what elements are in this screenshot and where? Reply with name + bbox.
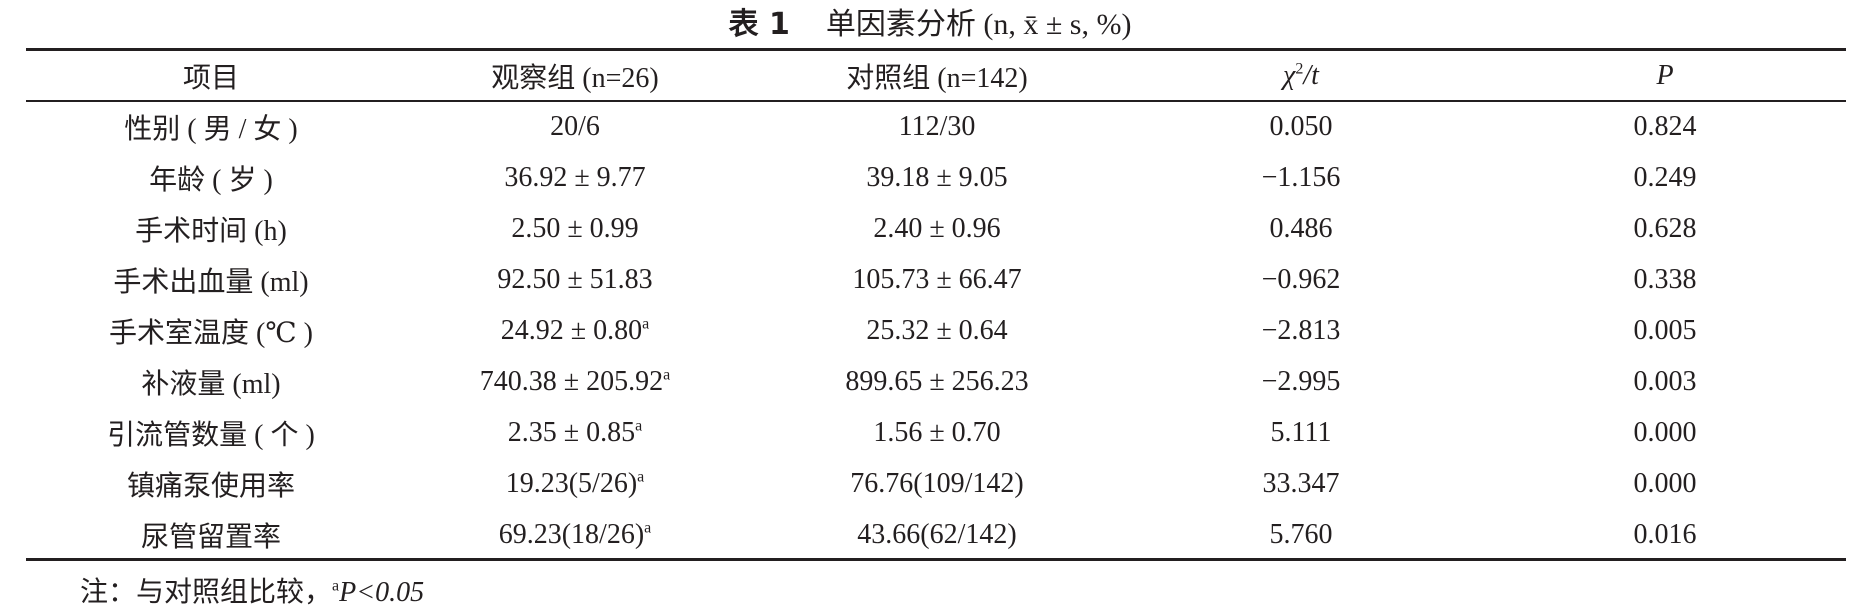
table-cell: 2.50 ± 0.99: [511, 213, 639, 244]
table-label: 表 1: [728, 7, 790, 42]
cell-text: 69.23(18/26): [498, 519, 645, 550]
table-cell: 尿管留置率: [140, 522, 282, 553]
table-cell: 20/6: [550, 111, 600, 142]
table-cell: 引流管数量 ( 个 ): [107, 420, 315, 451]
cell-sup: a: [635, 417, 643, 435]
table-cell: 92.50 ± 51.83: [497, 264, 653, 295]
table-cell: 0.000: [1633, 417, 1697, 448]
table-cell: 740.38 ± 205.92a: [480, 366, 670, 398]
cell-text: 19.23(5/26): [505, 468, 638, 499]
table-cell: 112/30: [898, 111, 976, 142]
table-cell: 39.18 ± 9.05: [866, 162, 1008, 193]
title-params: (n, x̄ ± s, %): [983, 8, 1132, 41]
table-cell: 0.050: [1269, 111, 1333, 142]
cell-sup: a: [642, 315, 650, 333]
table-cell: −1.156: [1261, 162, 1341, 193]
table-cell: 0.016: [1633, 519, 1697, 550]
table-cell: 2.40 ± 0.96: [873, 213, 1001, 244]
footnote-suffix: P<0.05: [339, 577, 425, 608]
table-cell: 手术室温度 (℃ ): [109, 318, 313, 349]
column-header: P: [1656, 60, 1674, 91]
bottom-rule: [26, 558, 1846, 561]
cell-text: 740.38 ± 205.92: [479, 366, 664, 397]
table-cell: 1.56 ± 0.70: [873, 417, 1001, 448]
table-title: 表 1 单因素分析 (n, x̄ ± s, %): [729, 0, 1132, 43]
table-cell: 0.249: [1633, 162, 1697, 193]
cell-sup: a: [663, 366, 671, 384]
table-cell: 0.000: [1633, 468, 1697, 499]
cell-sup: a: [637, 468, 645, 486]
table-cell: 43.66(62/142): [857, 519, 1017, 550]
table-cell: 899.65 ± 256.23: [845, 366, 1029, 397]
cell-sup: a: [644, 519, 652, 537]
column-header: 观察组 (n=26): [491, 63, 659, 94]
cell-tail: /t: [1303, 60, 1319, 91]
table-cell: 25.32 ± 0.64: [866, 315, 1008, 346]
footnote-sup: a: [332, 577, 340, 595]
table-cell: −2.813: [1261, 315, 1341, 346]
top-rule: [26, 48, 1846, 51]
table-cell: 33.347: [1262, 468, 1340, 499]
table-cell: 0.003: [1633, 366, 1697, 397]
table-cell: 5.111: [1270, 417, 1332, 448]
table-cell: 0.486: [1269, 213, 1333, 244]
table-cell: 0.824: [1633, 111, 1697, 142]
table-cell: 年龄 ( 岁 ): [149, 165, 273, 196]
table-cell: 2.35 ± 0.85a: [508, 417, 642, 449]
table-cell: 0.005: [1633, 315, 1697, 346]
table-cell: −2.995: [1261, 366, 1341, 397]
table-cell: 19.23(5/26)a: [506, 468, 645, 500]
cell-text: 2.35 ± 0.85: [507, 417, 636, 448]
column-header: 对照组 (n=142): [846, 63, 1028, 94]
table-cell: 手术时间 (h): [135, 216, 287, 247]
title-text: 单因素分析: [825, 8, 976, 41]
cell-sup: 2: [1295, 60, 1304, 78]
table-cell: 性别 ( 男 / 女 ): [124, 114, 298, 145]
table-cell: 0.338: [1633, 264, 1697, 295]
cell-text: 24.92 ± 0.80: [500, 315, 643, 346]
cell-text: χ: [1283, 60, 1296, 91]
column-header: 项目: [182, 63, 240, 94]
table-cell: 补液量 (ml): [141, 369, 281, 400]
footnote: 注：与对照组比较，aP<0.05: [80, 570, 424, 610]
table-cell: 76.76(109/142): [850, 468, 1024, 499]
table-cell: 36.92 ± 9.77: [504, 162, 646, 193]
footnote-prefix: 注：与对照组比较，: [80, 577, 333, 608]
table-cell: 镇痛泵使用率: [126, 471, 296, 502]
table-cell: 105.73 ± 66.47: [852, 264, 1022, 295]
header-rule: [26, 100, 1846, 102]
table-cell: 24.92 ± 0.80a: [501, 315, 649, 347]
table-cell: 5.760: [1269, 519, 1333, 550]
table-cell: 手术出血量 (ml): [113, 267, 309, 298]
table-cell: 69.23(18/26)a: [499, 519, 652, 551]
column-header: χ2/t: [1283, 60, 1319, 92]
table-cell: −0.962: [1261, 264, 1341, 295]
table-cell: 0.628: [1633, 213, 1697, 244]
